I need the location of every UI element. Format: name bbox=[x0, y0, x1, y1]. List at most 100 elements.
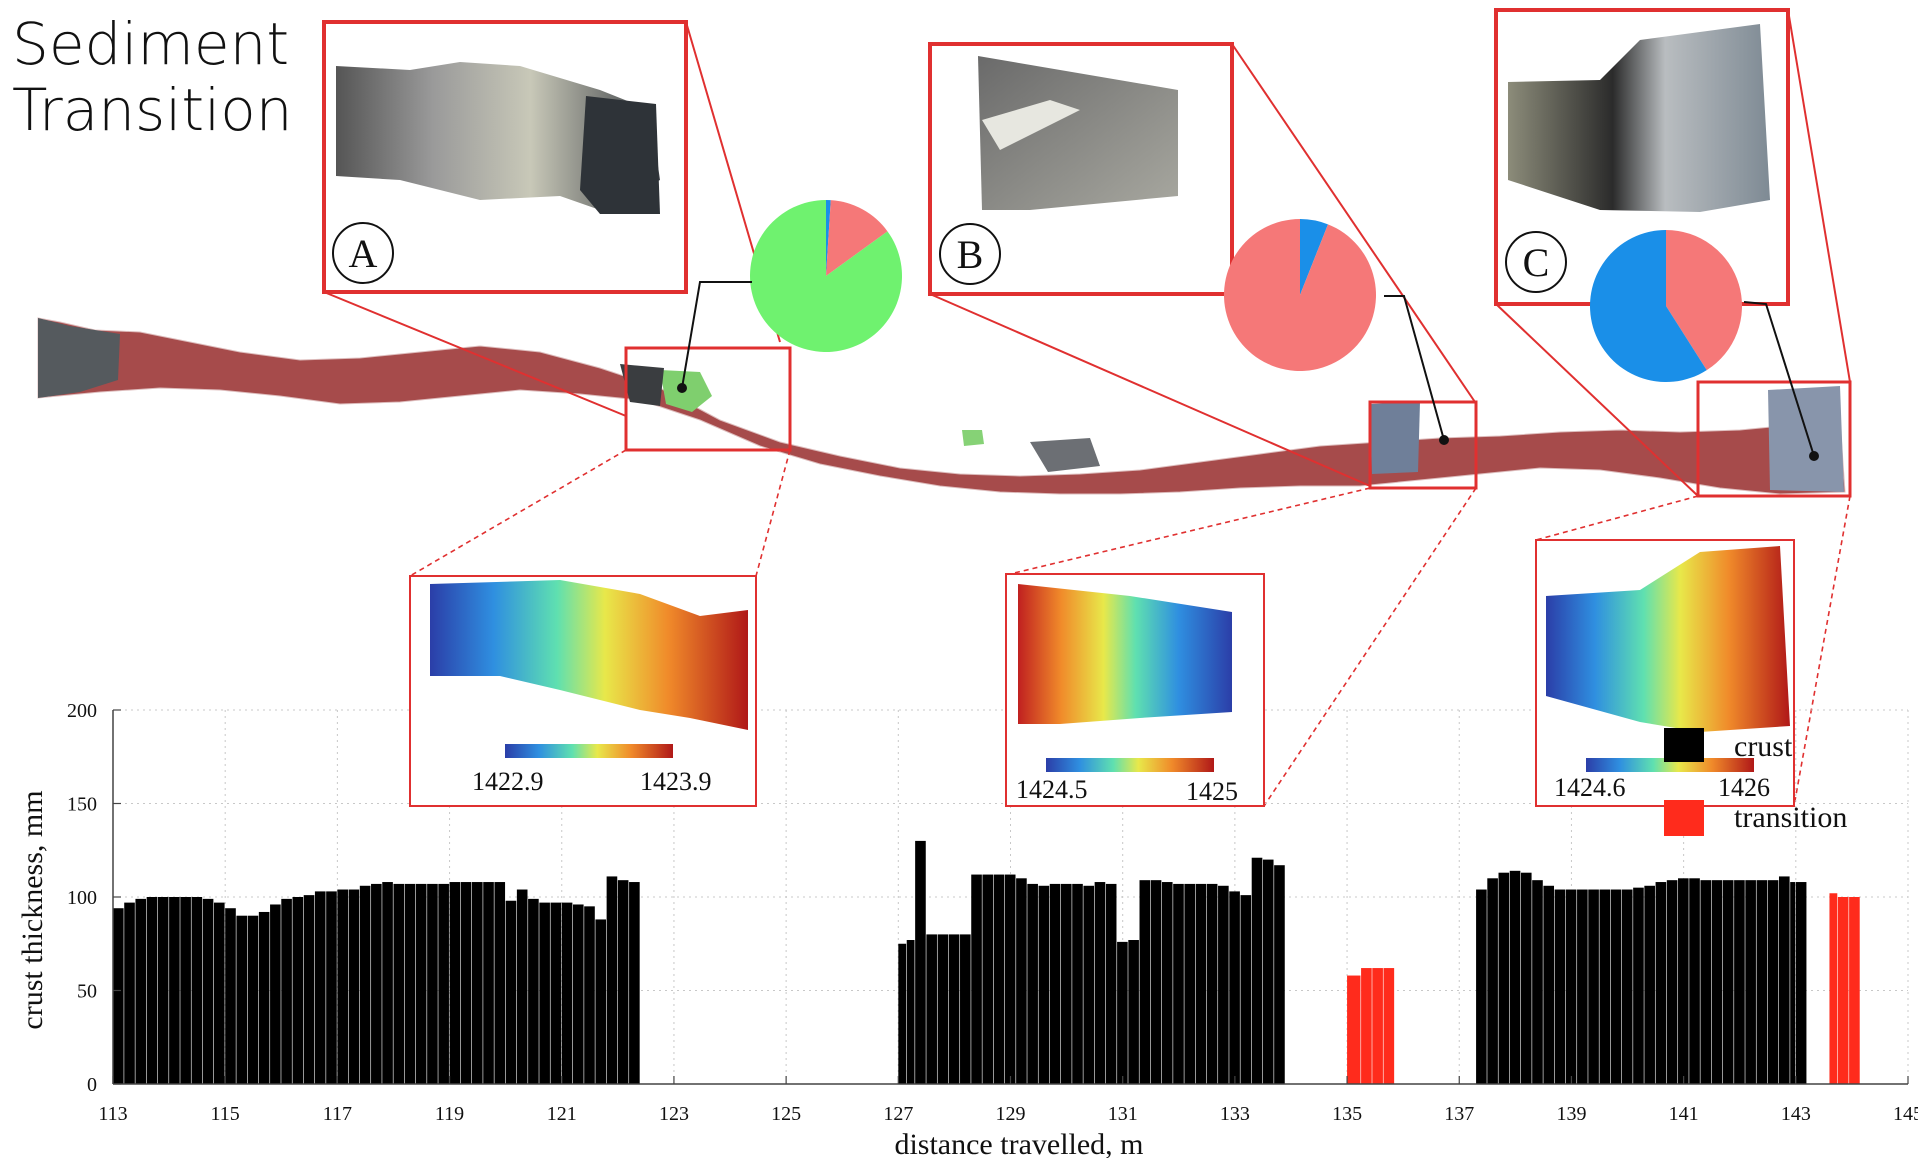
inset-c-callout-upper bbox=[1787, 9, 1851, 383]
bar-transition bbox=[1383, 968, 1395, 1084]
bar-crust bbox=[1756, 880, 1768, 1084]
x-tick-label: 123 bbox=[659, 1103, 689, 1125]
inset-c-letter: C bbox=[1523, 240, 1550, 285]
inset-a-letter-circle bbox=[332, 222, 394, 284]
bar-crust bbox=[1206, 883, 1218, 1084]
bar-crust bbox=[1588, 889, 1599, 1084]
x-tick-label: 117 bbox=[323, 1103, 352, 1125]
dem-c-callout-right bbox=[1793, 495, 1851, 807]
track-box-a bbox=[624, 346, 792, 452]
bar-crust bbox=[483, 882, 494, 1084]
x-axis-title: distance travelled, m bbox=[894, 1128, 1143, 1158]
y-tick-label: 0 bbox=[87, 1074, 97, 1096]
pie-c-leader bbox=[1743, 301, 1815, 457]
inset-a-rock-dark bbox=[580, 96, 660, 214]
chart-bars bbox=[113, 840, 1860, 1084]
x-tick-label: 125 bbox=[771, 1103, 801, 1125]
bar-crust bbox=[258, 911, 270, 1084]
bar-crust bbox=[1790, 882, 1796, 1084]
track-strip bbox=[37, 317, 1846, 495]
bar-crust bbox=[180, 897, 191, 1084]
bar-crust bbox=[393, 883, 405, 1084]
track-grey-start bbox=[38, 318, 120, 398]
dem-inset-b: 1424.5 1425 bbox=[1005, 573, 1265, 807]
pie-b-leader-dot bbox=[1439, 435, 1449, 445]
bar-crust bbox=[270, 904, 281, 1084]
bar-crust bbox=[572, 904, 584, 1084]
bar-crust bbox=[1049, 883, 1061, 1084]
bar-crust bbox=[516, 889, 528, 1084]
track-patch-b bbox=[1370, 402, 1420, 474]
bar-crust bbox=[1161, 882, 1173, 1084]
inset-b-rock-vein bbox=[982, 100, 1080, 150]
pie-a-leader bbox=[681, 281, 752, 389]
bar-crust bbox=[1004, 874, 1016, 1084]
bar-crust bbox=[1218, 885, 1229, 1084]
bar-crust bbox=[584, 906, 595, 1084]
bar-crust bbox=[898, 943, 907, 1084]
pie-slice-blue bbox=[1300, 219, 1328, 295]
inset-a-letter: A bbox=[349, 231, 378, 276]
bar-crust bbox=[539, 902, 550, 1084]
track-patch-dark bbox=[620, 364, 664, 406]
bar-crust bbox=[1094, 882, 1106, 1084]
track-body bbox=[37, 317, 1846, 495]
bar-crust bbox=[494, 882, 506, 1084]
bar-crust bbox=[1644, 885, 1655, 1084]
y-tick-label: 50 bbox=[77, 981, 97, 1003]
bar-crust bbox=[1117, 941, 1128, 1084]
x-tick-label: 143 bbox=[1781, 1103, 1811, 1125]
bar-crust bbox=[146, 897, 158, 1084]
bar-crust bbox=[415, 883, 427, 1084]
panel-title-line2: Transition bbox=[12, 76, 293, 144]
bar-crust bbox=[292, 897, 304, 1084]
bar-crust bbox=[1072, 883, 1083, 1084]
y-tick-label: 150 bbox=[67, 794, 97, 816]
pie-slice-blue bbox=[1589, 230, 1707, 382]
bar-crust bbox=[1105, 883, 1117, 1084]
inset-b-letter-circle bbox=[939, 223, 1001, 285]
bar-crust bbox=[1476, 889, 1487, 1084]
x-tick-label: 119 bbox=[435, 1103, 464, 1125]
pie-chart-c bbox=[1589, 230, 1742, 382]
x-tick-label: 141 bbox=[1669, 1103, 1699, 1125]
bar-crust bbox=[1711, 880, 1723, 1084]
pie-a-leader-dot bbox=[677, 383, 687, 393]
bar-crust bbox=[606, 876, 618, 1084]
dem-b-surface bbox=[1018, 584, 1232, 724]
bar-crust bbox=[113, 908, 124, 1084]
bar-crust bbox=[993, 874, 1005, 1084]
pie-slice-green bbox=[750, 200, 903, 352]
bar-crust bbox=[1150, 880, 1162, 1084]
bar-crust bbox=[472, 882, 483, 1084]
bar-crust bbox=[1543, 885, 1555, 1084]
bar-crust bbox=[1251, 857, 1263, 1084]
inset-c-callout-lower bbox=[1495, 303, 1699, 497]
legend-swatch-crust bbox=[1664, 728, 1704, 762]
dem-inset-a: 1422.9 1423.9 bbox=[409, 575, 757, 807]
bar-crust bbox=[1795, 882, 1807, 1084]
bar-crust bbox=[213, 902, 225, 1084]
bar-crust bbox=[438, 883, 449, 1084]
dem-c-min-label: 1424.6 bbox=[1554, 773, 1626, 802]
bar-crust bbox=[617, 880, 629, 1084]
bar-crust bbox=[1139, 880, 1151, 1084]
bar-crust bbox=[1722, 880, 1734, 1084]
inset-b-letter: B bbox=[957, 232, 984, 277]
dem-a-colorbar bbox=[505, 744, 673, 758]
dem-inset-c: 1424.6 1426 bbox=[1535, 539, 1795, 807]
bar-crust bbox=[1778, 876, 1790, 1084]
inset-b-rock-photo bbox=[978, 56, 1178, 210]
bar-crust bbox=[1767, 880, 1779, 1084]
bar-crust bbox=[1666, 880, 1678, 1084]
x-tick-label: 129 bbox=[996, 1103, 1026, 1125]
pie-slice-salmon bbox=[826, 200, 888, 276]
bar-crust bbox=[1274, 865, 1285, 1084]
bar-transition bbox=[1347, 975, 1361, 1084]
pie-slice-blue bbox=[826, 200, 831, 276]
crust-thickness-chart: 113 115 117 119 121 123 125 127 129 131 133 135 137 1… bbox=[16, 700, 1918, 1158]
x-tick-label: 127 bbox=[883, 1103, 913, 1125]
x-tick-label: 131 bbox=[1108, 1103, 1138, 1125]
panel-title-line1: Sediment bbox=[12, 10, 290, 78]
pie-chart-a bbox=[750, 200, 903, 352]
